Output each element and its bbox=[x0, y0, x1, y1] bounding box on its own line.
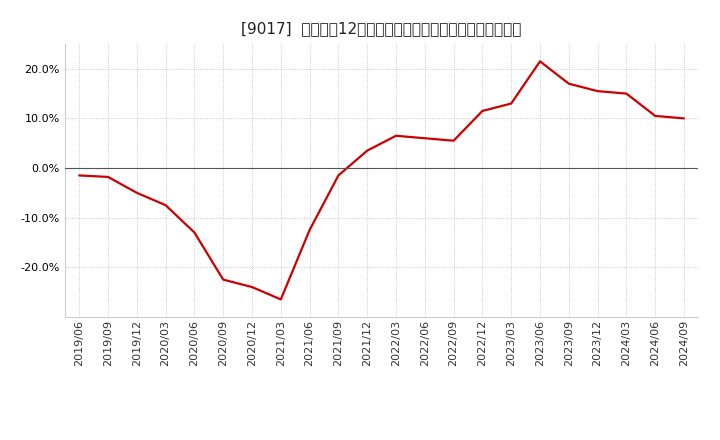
Title: [9017]  売上高の12か月移動合計の対前年同期増減率の推移: [9017] 売上高の12か月移動合計の対前年同期増減率の推移 bbox=[241, 21, 522, 36]
